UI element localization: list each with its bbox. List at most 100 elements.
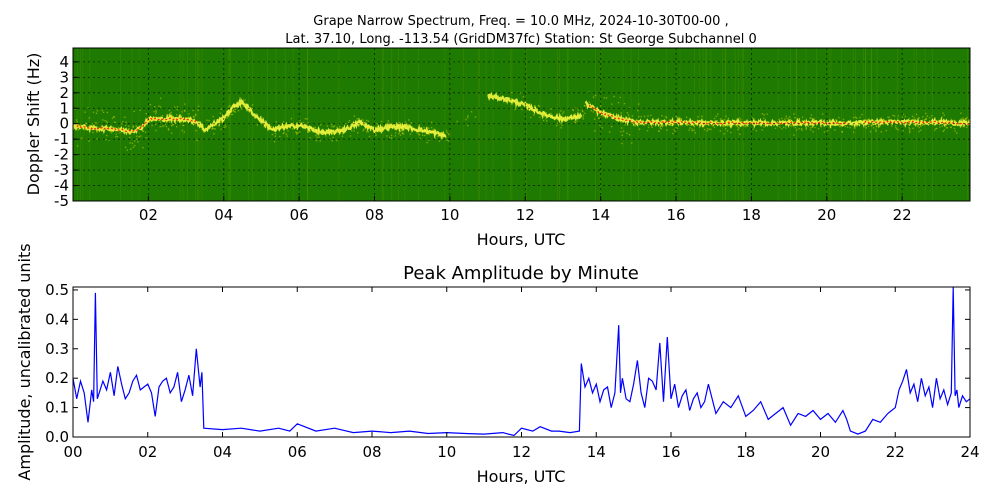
spectrogram-speckle	[719, 119, 722, 122]
spectrogram-speckle	[408, 123, 411, 126]
spectrogram-speckle	[139, 125, 142, 127]
spectrogram-streak	[871, 48, 872, 201]
spectrogram-speckle	[582, 110, 584, 113]
spectrogram-speckle	[274, 135, 277, 137]
spectrogram-speckle	[348, 119, 351, 122]
spectrogram-speckle	[545, 112, 548, 114]
spectrogram-speckle	[315, 139, 318, 142]
spectrogram-speckle	[942, 130, 944, 132]
spectrogram-speckle	[220, 108, 223, 110]
spectrogram-streak	[599, 48, 601, 201]
spectrogram-speckle	[255, 113, 258, 115]
spectrogram-speckle	[142, 130, 144, 133]
spectrogram-speckle	[320, 124, 322, 126]
spectrogram-speckle	[801, 129, 803, 131]
spectrogram-speckle	[169, 120, 171, 122]
spectrogram-speckle	[184, 103, 186, 105]
spectrogram-speckle	[694, 123, 697, 126]
spectrogram-speckle	[419, 137, 421, 140]
spectrogram-speckle	[84, 129, 86, 131]
spectrogram-speckle	[172, 116, 174, 118]
spectrogram-speckle	[145, 137, 147, 139]
spectrogram-speckle	[826, 120, 828, 122]
spectrogram-speckle	[788, 116, 791, 118]
spectrogram-speckle	[407, 124, 410, 126]
spectrogram-speckle	[921, 124, 924, 126]
spectrogram-speckle	[856, 117, 858, 119]
spectrogram-speckle	[390, 137, 393, 139]
spectrogram-speckle	[218, 124, 220, 127]
spectrogram-speckle	[836, 119, 838, 122]
spectrogram-speckle	[755, 129, 758, 132]
spectrogram-speckle	[126, 149, 128, 151]
spectrogram-speckle	[387, 119, 389, 122]
spectrogram-speckle	[821, 118, 823, 121]
spectrogram-speckle	[892, 114, 894, 117]
spectrogram-streak	[566, 48, 568, 201]
spectrogram-speckle	[882, 119, 885, 121]
spectrogram-speckle	[331, 140, 333, 142]
spectrogram-speckle	[96, 126, 98, 128]
spectrogram-speckle	[519, 92, 521, 94]
spectrogram-speckle	[404, 121, 407, 123]
spectrogram-speckle	[154, 123, 157, 126]
spectrogram-speckle	[658, 130, 660, 132]
spectrogram-speckle	[474, 116, 477, 118]
spectrogram-speckle	[227, 106, 230, 108]
spectrogram-speckle	[408, 119, 410, 121]
spectrogram-speckle	[347, 121, 350, 124]
spectrogram-speckle	[863, 126, 865, 128]
spectrogram-speckle	[282, 132, 285, 135]
spectrogram-speckle	[961, 118, 963, 120]
spectrogram-speckle	[643, 115, 646, 118]
spectrogram-x-tick-label: 16	[666, 206, 685, 224]
spectrogram-speckle	[918, 117, 920, 119]
spectrogram-speckle	[363, 128, 365, 130]
spectrogram-streak	[82, 48, 84, 201]
spectrogram-speckle	[722, 125, 724, 127]
spectrogram-speckle	[588, 101, 591, 103]
spectrogram-speckle	[935, 127, 937, 130]
spectrogram-speckle	[274, 132, 277, 135]
spectrogram-speckle	[852, 116, 855, 119]
spectrogram-speckle	[367, 120, 370, 122]
spectrogram-speckle	[708, 124, 710, 127]
spectrogram-speckle	[908, 130, 911, 132]
spectrogram-speckle	[712, 125, 714, 127]
spectrogram-speckle	[679, 117, 682, 120]
spectrogram-speckle	[467, 124, 469, 127]
spectrogram-speckle	[611, 103, 613, 105]
spectrogram-speckle	[674, 130, 676, 132]
spectrogram-speckle	[224, 124, 226, 126]
spectrogram-speckle	[788, 124, 791, 126]
spectrogram-speckle	[906, 123, 908, 125]
spectrogram-speckle	[839, 126, 841, 128]
spectrogram-speckle	[76, 145, 79, 147]
spectrogram-speckle	[849, 126, 851, 129]
spectrogram-speckle	[941, 116, 943, 118]
spectrogram-speckle	[663, 118, 666, 121]
spectrogram-speckle	[155, 129, 157, 132]
spectrogram-speckle	[867, 125, 870, 128]
spectrogram-speckle	[965, 126, 968, 129]
spectrogram-speckle	[726, 130, 729, 132]
spectrogram-streak	[790, 48, 792, 201]
spectrogram-speckle	[227, 114, 229, 116]
spectrogram-speckle	[110, 132, 113, 134]
spectrogram-speckle	[135, 125, 137, 127]
spectrogram-speckle	[668, 120, 671, 122]
spectrogram-speckle	[315, 134, 317, 137]
spectrogram-speckle	[623, 102, 626, 105]
spectrogram-speckle	[574, 121, 577, 124]
spectrogram-speckle	[717, 113, 719, 115]
spectrogram-speckle	[781, 128, 783, 130]
spectrogram-speckle	[368, 135, 371, 138]
spectrogram-speckle	[195, 129, 197, 132]
spectrogram-speckle	[696, 119, 699, 121]
spectrogram-speckle	[846, 126, 849, 128]
spectrogram-speckle	[572, 109, 574, 112]
spectrogram-speckle	[296, 128, 298, 130]
spectrogram-speckle	[107, 126, 109, 129]
spectrogram-speckle	[201, 128, 203, 131]
spectrogram-speckle	[627, 114, 630, 116]
